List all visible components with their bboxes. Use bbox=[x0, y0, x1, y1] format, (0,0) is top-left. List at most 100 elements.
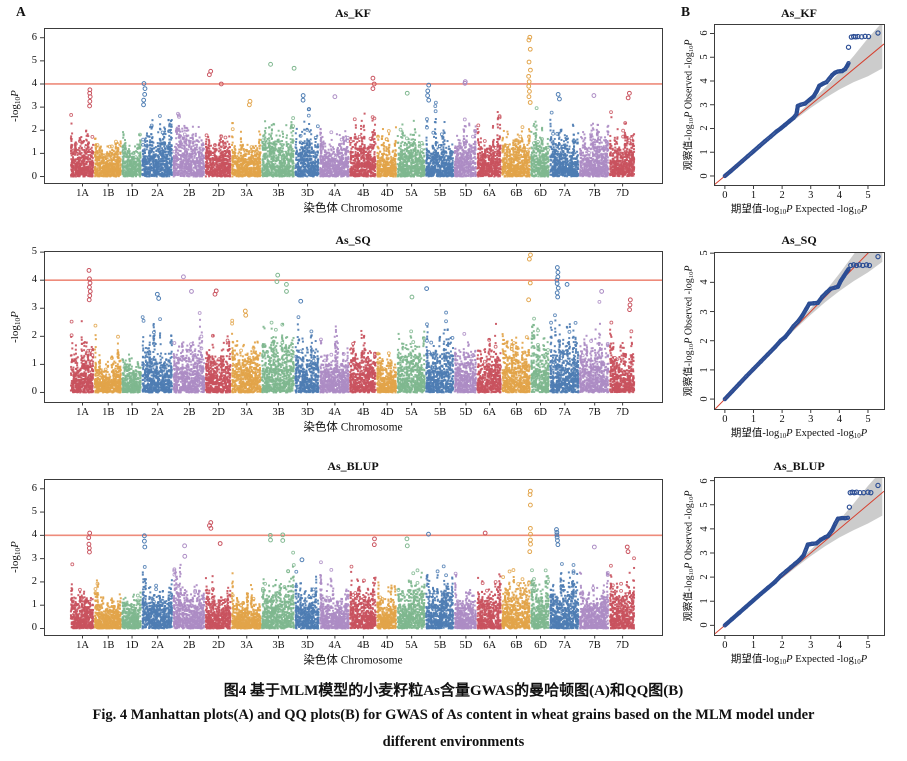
chromosome-label: 3B bbox=[272, 407, 285, 418]
chromosome-label: 5D bbox=[459, 640, 473, 651]
chromosome-label: 4A bbox=[328, 188, 342, 199]
plot-title-qq-as-blup: As_BLUP bbox=[773, 459, 825, 473]
chromosome-label: 6A bbox=[483, 640, 497, 651]
chromosome-label: 1B bbox=[102, 407, 115, 418]
qq-y-tick-label: 4 bbox=[698, 78, 710, 84]
chromosome-label: 4D bbox=[380, 188, 394, 199]
chromosome-label: 3A bbox=[240, 407, 254, 418]
chromosome-label: 4B bbox=[357, 407, 370, 418]
chromosome-label: 2A bbox=[151, 640, 165, 651]
plot-title-qq-as-kf: As_KF bbox=[781, 6, 817, 20]
chromosome-label: 5D bbox=[459, 188, 473, 199]
y-tick-label: 0 bbox=[31, 170, 37, 182]
chromosome-label: 6A bbox=[483, 188, 497, 199]
qq-y-tick-label: 5 bbox=[698, 250, 710, 256]
y-axis-title: -log10P bbox=[8, 89, 22, 122]
chromosome-label: 1B bbox=[102, 188, 115, 199]
qq-x-tick-label: 5 bbox=[865, 639, 871, 651]
qq-x-tick-label: 5 bbox=[865, 189, 871, 201]
y-axis-title: -log10P bbox=[8, 541, 22, 573]
chromosome-label: 1A bbox=[76, 407, 89, 418]
chromosome-label: 2D bbox=[212, 188, 226, 199]
y-tick-label: 3 bbox=[31, 100, 37, 112]
qq-y-tick-label: 6 bbox=[698, 30, 710, 37]
qq-x-tick-label: 1 bbox=[750, 189, 757, 201]
y-tick-label: 5 bbox=[31, 245, 37, 257]
chromosome-label: 5B bbox=[434, 188, 447, 199]
chromosome-label: 6B bbox=[510, 188, 523, 199]
y-tick-label: 6 bbox=[31, 31, 37, 43]
chromosome-label: 7A bbox=[558, 407, 572, 418]
chromosome-label: 1A bbox=[76, 640, 89, 651]
chromosome-label: 2B bbox=[183, 640, 196, 651]
chromosome-label: 2A bbox=[151, 407, 165, 418]
qq-y-axis-title: 观察值-log10P Observed -log10P bbox=[683, 490, 696, 622]
x-axis-title: 染色体 Chromosome bbox=[303, 202, 403, 215]
chromosome-label: 2B bbox=[183, 188, 196, 199]
chromosome-label: 3B bbox=[272, 188, 285, 199]
chromosome-label: 2A bbox=[151, 188, 165, 199]
chromosome-label: 7A bbox=[558, 188, 572, 199]
qq-x-tick-label: 4 bbox=[836, 639, 842, 651]
qq-y-tick-label: 4 bbox=[698, 279, 710, 285]
y-tick-label: 2 bbox=[31, 330, 37, 342]
qq-x-tick-label: 0 bbox=[722, 189, 728, 201]
chromosome-label: 3A bbox=[240, 640, 254, 651]
chromosome-label: 5A bbox=[405, 407, 419, 418]
plot-title-manhattan-as-kf: As_KF bbox=[335, 6, 371, 20]
qq-x-tick-label: 1 bbox=[750, 413, 757, 425]
chromosome-label: 3D bbox=[301, 188, 314, 199]
caption-english-line2: different environments bbox=[382, 734, 525, 750]
chromosome-label: 4A bbox=[328, 640, 342, 651]
chromosome-label: 1D bbox=[125, 407, 139, 418]
y-tick-label: 4 bbox=[31, 529, 37, 541]
chromosome-label: 7D bbox=[616, 188, 630, 199]
qq-y-tick-label: 1 bbox=[698, 367, 710, 373]
chromosome-label: 3B bbox=[272, 640, 285, 651]
chromosome-label: 7A bbox=[558, 640, 572, 651]
plot-title-manhattan-as-sq: As_SQ bbox=[335, 233, 371, 247]
qq-x-axis-title: 期望值-log10P Expected -log10P bbox=[730, 428, 868, 440]
chromosome-label: 7D bbox=[616, 640, 630, 651]
y-tick-label: 1 bbox=[31, 598, 37, 610]
y-tick-label: 0 bbox=[31, 386, 37, 398]
chromosome-label: 7B bbox=[588, 640, 601, 651]
qq-x-tick-label: 1 bbox=[750, 639, 757, 651]
chromosome-label: 3D bbox=[301, 407, 314, 418]
plot-title-manhattan-as-blup: As_BLUP bbox=[327, 459, 379, 473]
y-tick-label: 1 bbox=[31, 358, 37, 370]
qq-y-tick-label: 1 bbox=[698, 598, 710, 604]
qq-x-tick-label: 4 bbox=[836, 189, 842, 201]
chromosome-label: 5A bbox=[405, 640, 419, 651]
chromosome-label: 4A bbox=[328, 407, 342, 418]
y-tick-label: 3 bbox=[31, 552, 37, 564]
y-tick-label: 3 bbox=[31, 302, 37, 313]
y-tick-label: 6 bbox=[31, 482, 37, 494]
panel-b-label: B bbox=[681, 4, 691, 19]
qq-y-tick-label: 1 bbox=[698, 149, 710, 155]
qq-x-tick-label: 2 bbox=[779, 189, 785, 201]
chromosome-label: 6A bbox=[483, 407, 497, 418]
qq-y-tick-label: 3 bbox=[698, 550, 710, 556]
chromosome-label: 7B bbox=[588, 407, 601, 418]
chromosome-label: 2D bbox=[212, 640, 226, 651]
y-tick-label: 2 bbox=[31, 575, 37, 587]
y-tick-label: 2 bbox=[31, 124, 37, 135]
chromosome-label: 6D bbox=[534, 188, 547, 199]
caption-chinese: 图4 基于MLM模型的小麦籽粒As含量GWAS的曼哈顿图(A)和QQ图(B) bbox=[223, 683, 684, 699]
chromosome-label: 6B bbox=[510, 407, 523, 418]
chromosome-label: 4D bbox=[380, 640, 394, 651]
qq-y-tick-label: 0 bbox=[698, 396, 710, 402]
qq-y-tick-label: 0 bbox=[698, 173, 710, 179]
panel-a-label: A bbox=[16, 4, 26, 19]
y-tick-label: 5 bbox=[31, 54, 37, 66]
qq-y-tick-label: 0 bbox=[698, 622, 710, 628]
qq-x-tick-label: 4 bbox=[836, 413, 842, 425]
qq-y-tick-label: 6 bbox=[698, 477, 710, 484]
chromosome-label: 2B bbox=[183, 407, 196, 418]
qq-y-tick-label: 4 bbox=[698, 526, 710, 532]
chromosome-label: 1B bbox=[102, 640, 115, 651]
chromosome-label: 4D bbox=[380, 407, 394, 418]
qq-y-tick-label: 3 bbox=[698, 102, 710, 108]
chromosome-label: 6D bbox=[534, 407, 547, 418]
